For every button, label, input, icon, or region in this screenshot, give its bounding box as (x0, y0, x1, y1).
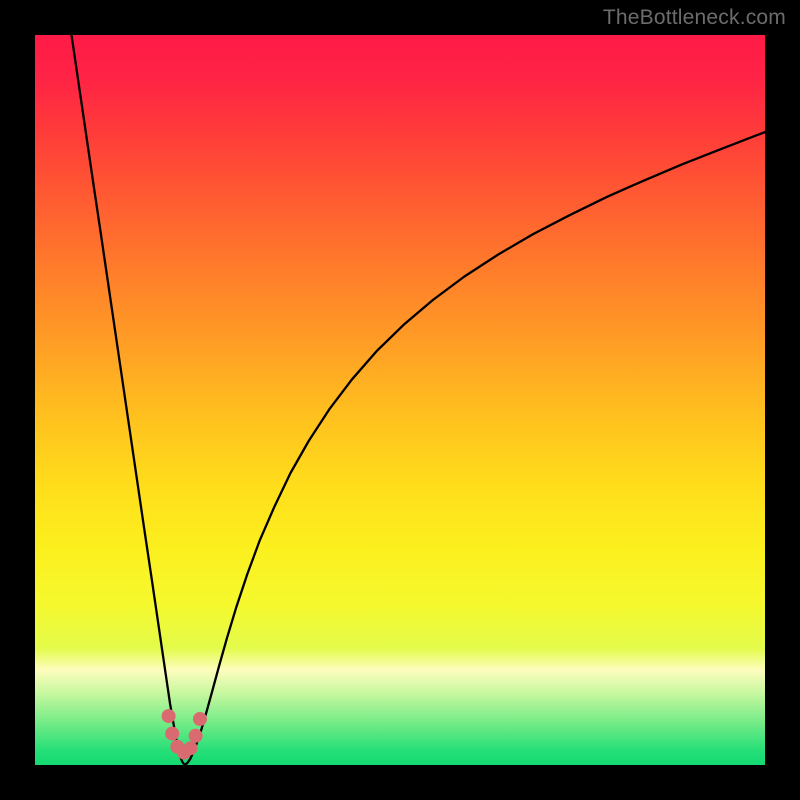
watermark-text: TheBottleneck.com (603, 6, 786, 30)
cusp-marker (193, 712, 207, 726)
chart-background-gradient (35, 35, 765, 765)
cusp-marker (162, 709, 176, 723)
cusp-marker (183, 741, 197, 755)
bottleneck-chart (0, 0, 800, 800)
chart-container: TheBottleneck.com (0, 0, 800, 800)
cusp-marker (165, 727, 179, 741)
cusp-marker (189, 729, 203, 743)
